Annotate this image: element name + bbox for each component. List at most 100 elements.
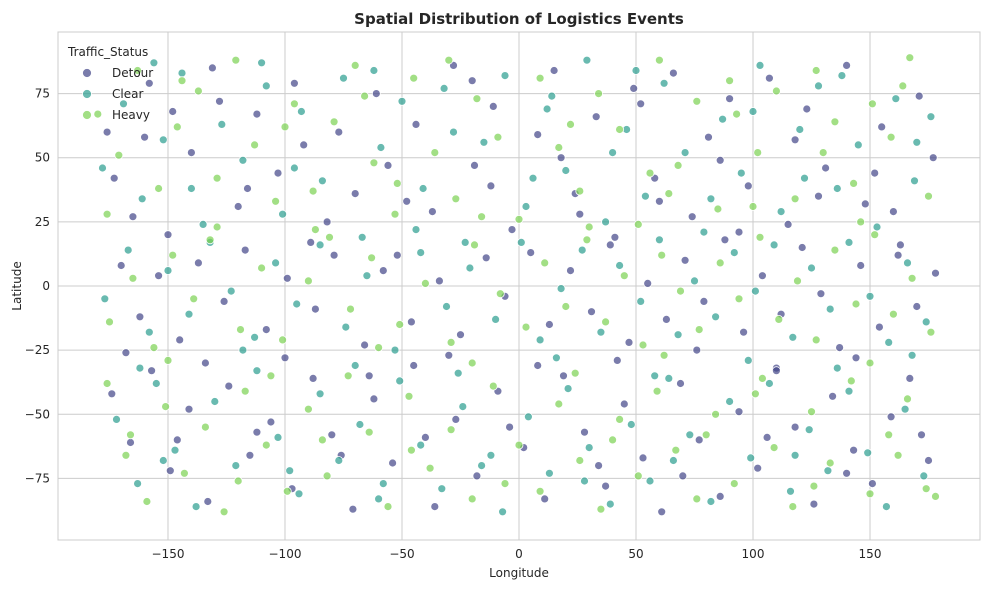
- point-heavy: [521, 322, 531, 332]
- point-heavy: [514, 214, 524, 224]
- point-detour: [144, 78, 154, 88]
- point-heavy: [633, 471, 643, 481]
- point-heavy: [205, 235, 215, 245]
- point-heavy: [308, 186, 318, 196]
- point-detour: [809, 499, 819, 509]
- point-clear: [397, 96, 407, 106]
- point-heavy: [535, 486, 545, 496]
- point-detour: [636, 99, 646, 109]
- point-clear: [198, 219, 208, 229]
- point-clear: [486, 450, 496, 460]
- point-clear: [158, 456, 168, 465]
- point-clear: [832, 363, 842, 373]
- point-heavy: [566, 120, 575, 129]
- point-detour: [348, 504, 358, 514]
- point-detour: [186, 148, 196, 158]
- point-clear: [460, 237, 470, 247]
- point-clear: [390, 345, 400, 355]
- point-detour: [802, 104, 812, 114]
- point-heavy: [317, 435, 327, 445]
- point-clear: [800, 173, 809, 183]
- point-detour: [128, 212, 138, 222]
- point-heavy: [676, 286, 685, 296]
- point-clear: [449, 127, 458, 137]
- point-detour: [467, 76, 477, 86]
- point-clear: [631, 66, 641, 75]
- point-heavy: [655, 55, 664, 65]
- point-heavy: [652, 386, 662, 396]
- point-detour: [692, 345, 702, 355]
- point-clear: [250, 332, 260, 342]
- point-heavy: [774, 314, 784, 324]
- point-detour: [444, 350, 454, 360]
- point-heavy: [830, 117, 840, 127]
- point-clear: [521, 202, 531, 211]
- point-heavy: [886, 132, 896, 142]
- point-heavy: [467, 494, 477, 504]
- point-clear: [706, 194, 716, 204]
- point-detour: [715, 155, 725, 165]
- point-clear: [257, 58, 267, 68]
- point-heavy: [495, 289, 505, 299]
- point-detour: [163, 230, 173, 240]
- point-detour: [886, 412, 896, 422]
- point-heavy: [729, 479, 739, 489]
- point-clear: [355, 420, 365, 429]
- point-detour: [126, 438, 135, 447]
- point-heavy: [734, 294, 744, 304]
- point-detour: [924, 456, 933, 465]
- point-heavy: [420, 278, 430, 288]
- point-heavy: [898, 81, 908, 91]
- point-detour: [406, 317, 416, 327]
- point-heavy: [554, 143, 564, 152]
- point-detour: [687, 212, 697, 222]
- point-detour: [725, 94, 734, 104]
- x-tick-label: 150: [859, 547, 882, 561]
- point-detour: [638, 453, 648, 463]
- point-detour: [147, 366, 157, 376]
- point-clear: [664, 373, 674, 383]
- x-tick-label: −50: [389, 547, 414, 561]
- point-clear: [825, 304, 835, 314]
- point-heavy: [921, 484, 931, 494]
- point-heavy: [212, 173, 222, 183]
- point-detour: [612, 355, 622, 365]
- point-clear: [252, 366, 262, 376]
- point-heavy: [664, 189, 674, 199]
- point-heavy: [303, 404, 313, 414]
- point-clear: [465, 263, 475, 273]
- point-detour: [371, 89, 381, 98]
- point-detour: [662, 314, 671, 324]
- point-clear: [210, 397, 220, 406]
- point-detour: [655, 196, 664, 206]
- point-clear: [226, 286, 236, 296]
- point-detour: [481, 253, 491, 263]
- point-clear: [285, 466, 295, 476]
- point-detour: [203, 497, 213, 506]
- point-detour: [699, 296, 709, 306]
- point-clear: [376, 143, 386, 152]
- point-heavy: [638, 340, 648, 350]
- point-heavy: [329, 117, 339, 127]
- point-detour: [772, 366, 781, 376]
- point-clear: [884, 337, 894, 347]
- point-detour: [678, 471, 688, 481]
- point-detour: [507, 225, 517, 235]
- point-heavy: [615, 125, 624, 134]
- point-heavy: [446, 425, 456, 435]
- point-clear: [645, 476, 655, 486]
- point-detour: [893, 250, 903, 260]
- point-detour: [797, 243, 807, 252]
- point-heavy: [633, 219, 643, 229]
- point-detour: [121, 348, 131, 358]
- point-heavy: [865, 358, 875, 368]
- point-detour: [624, 337, 634, 347]
- point-heavy: [219, 507, 229, 517]
- point-heavy: [811, 66, 821, 75]
- point-detour: [168, 107, 178, 116]
- point-detour: [505, 422, 515, 432]
- point-detour: [816, 289, 826, 299]
- point-clear: [374, 494, 384, 504]
- point-detour: [383, 160, 393, 170]
- point-clear: [601, 217, 610, 227]
